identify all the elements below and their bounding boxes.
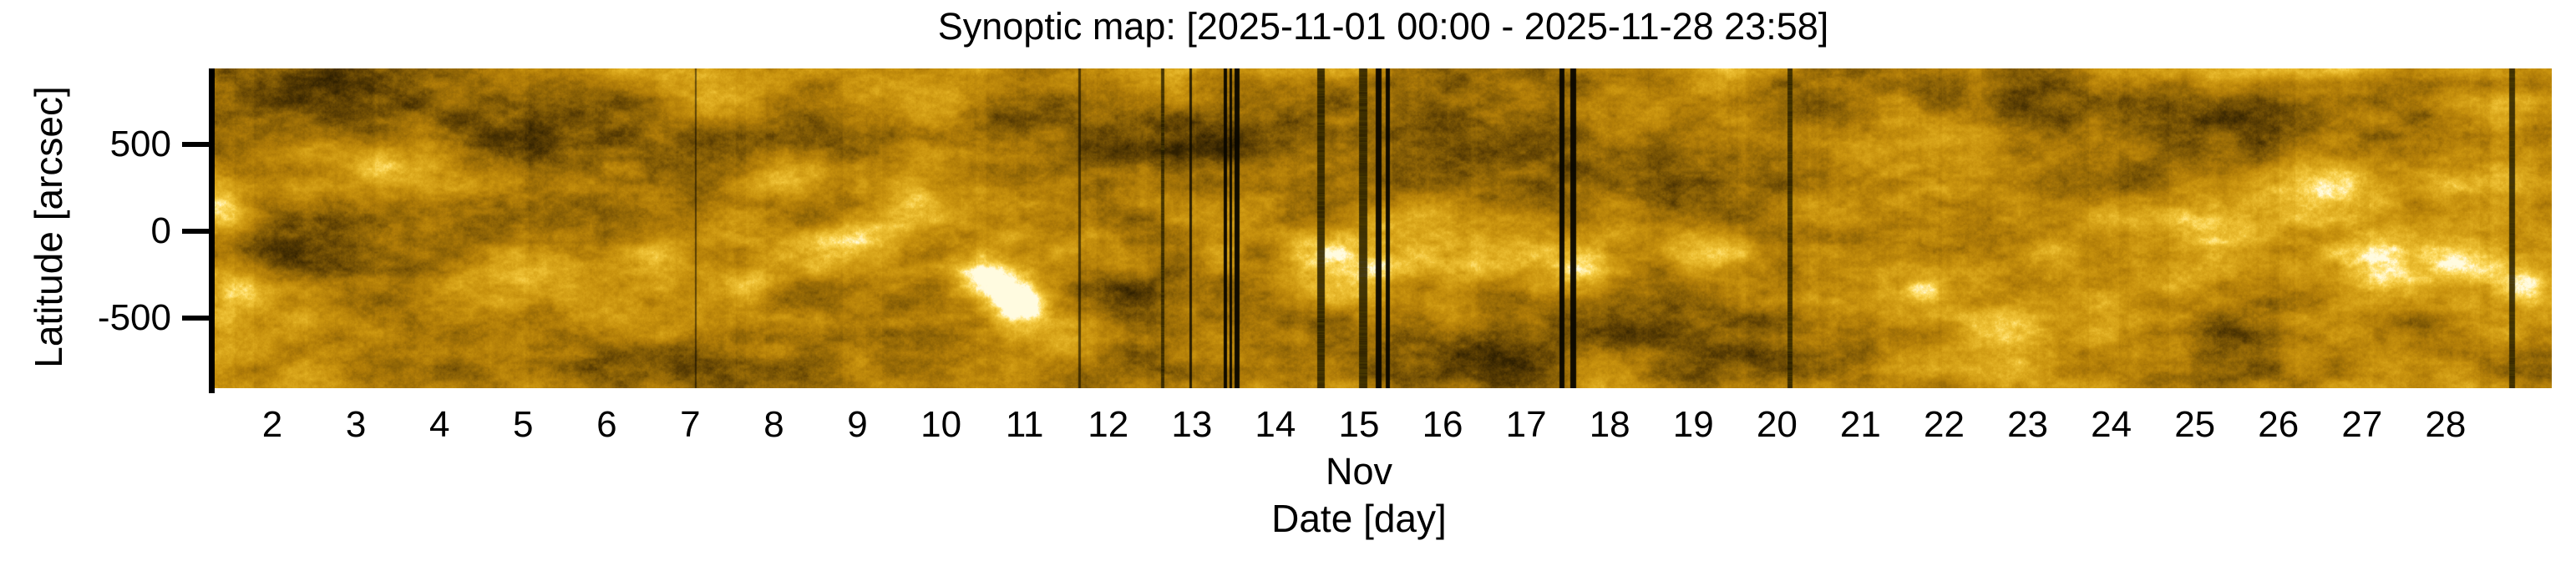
x-tick-label: 20 [1756,404,1798,445]
x-tick-label: 18 [1589,404,1630,445]
x-tick-label: 2 [261,404,283,445]
x-tick-label: 28 [2425,404,2467,445]
x-tick-label: 11 [1005,404,1044,445]
x-axis-label: Date [day] [1271,497,1447,540]
y-tick-label: 0 [150,210,171,252]
x-tick-label: 8 [763,404,784,445]
x-tick-label: 3 [345,404,367,445]
x-tick-label: 13 [1171,404,1213,445]
x-tick-label: 19 [1672,404,1714,445]
x-tick-label: 6 [596,404,617,445]
x-tick-label: 7 [680,404,701,445]
x-tick-label: 17 [1505,404,1547,445]
y-tick-mark [182,229,210,235]
x-tick-label: 25 [2174,404,2216,445]
x-tick-label: 21 [1839,404,1881,445]
x-tick-label: 14 [1255,404,1296,445]
x-tick-label: 5 [513,404,534,445]
x-tick-label: 16 [1422,404,1463,445]
y-tick-mark [182,316,210,321]
synoptic-map-canvas [215,68,2552,388]
x-tick-label: 12 [1088,404,1129,445]
x-tick-label: 10 [920,404,962,445]
x-tick-label: 26 [2258,404,2300,445]
y-axis-spine [209,68,215,393]
y-tick-label: 500 [109,124,171,165]
x-tick-label: 22 [1923,404,1965,445]
y-tick-mark [182,142,210,148]
chart-title: Synoptic map: [2025-11-01 00:00 - 2025-1… [937,5,1829,48]
x-tick-label: 15 [1338,404,1380,445]
x-tick-label: 23 [2007,404,2049,445]
x-axis-month-label: Nov [1325,450,1392,493]
x-tick-label: 4 [428,404,450,445]
y-tick-label: -500 [97,297,171,339]
x-tick-label: 27 [2341,404,2383,445]
x-tick-label: 9 [847,404,868,445]
x-tick-label: 24 [2091,404,2132,445]
